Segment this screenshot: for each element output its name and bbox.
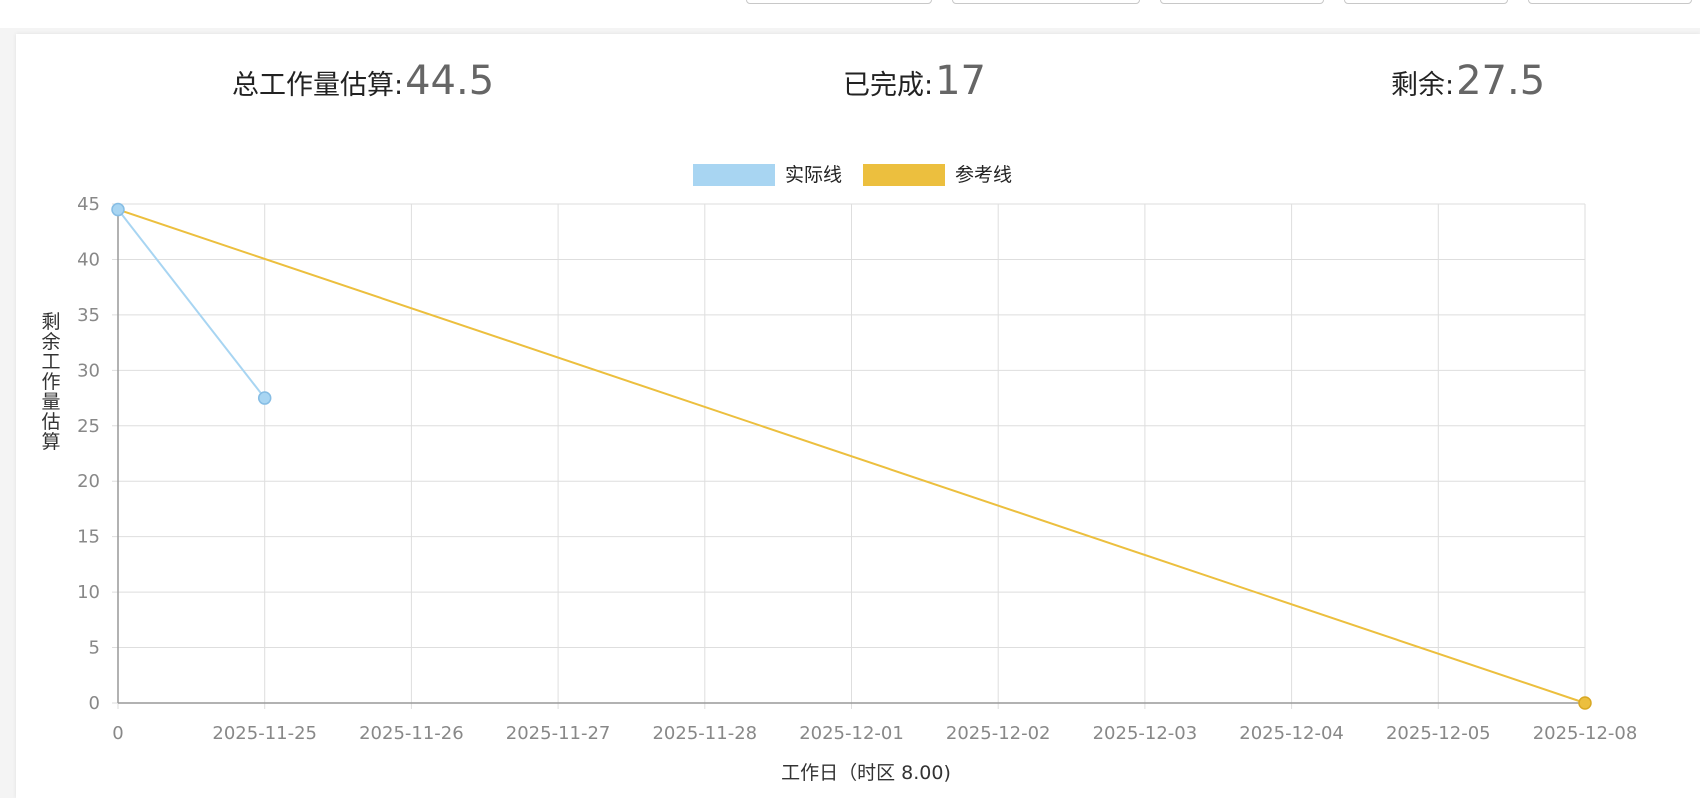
data-point (1578, 696, 1592, 710)
burndown-card: 总工作量估算: 44.5 已完成: 17 剩余: 27.5 (16, 34, 1700, 798)
y-axis-title-char: 余 (41, 331, 60, 353)
legend-label: 实际线 (785, 164, 842, 186)
legend-swatch (693, 164, 775, 186)
y-axis-title-char: 作 (41, 371, 60, 393)
y-tick-label: 40 (77, 249, 100, 270)
y-tick-label: 35 (77, 305, 100, 326)
top-toolbar (0, 0, 1700, 28)
y-axis-title-char: 算 (41, 431, 60, 453)
legend-swatch (863, 164, 945, 186)
total-estimate-label: 总工作量估算: (232, 70, 404, 101)
x-tick-label: 2025-11-25 (212, 723, 317, 744)
completed-label: 已完成: (843, 70, 934, 101)
data-point (257, 391, 272, 405)
remaining-label: 剩余: (1391, 70, 1455, 101)
y-tick-label: 0 (89, 693, 100, 714)
y-axis-title-char: 剩 (41, 311, 60, 333)
y-tick-label: 5 (89, 638, 100, 659)
x-tick-label: 2025-12-02 (946, 723, 1051, 744)
total-estimate-stat: 总工作量估算: 44.5 (232, 58, 494, 118)
legend-label: 参考线 (955, 164, 1012, 186)
y-axis-title-char: 估 (41, 411, 60, 433)
completed-value: 17 (935, 58, 987, 104)
y-tick-label: 30 (77, 360, 100, 381)
data-point (111, 202, 125, 217)
y-tick-label: 15 (77, 527, 100, 548)
y-axis-title-char: 工 (41, 351, 60, 373)
x-tick-label: 2025-11-26 (359, 723, 464, 744)
x-tick-label: 2025-12-05 (1386, 723, 1491, 744)
x-tick-label: 0 (112, 723, 123, 744)
series-line (117, 208, 1586, 704)
x-axis-title: 工作日（时区 8.00) (781, 762, 951, 784)
y-tick-label: 20 (77, 471, 100, 492)
remaining-value: 27.5 (1456, 58, 1546, 104)
y-tick-label: 45 (77, 194, 100, 215)
x-tick-label: 2025-12-04 (1239, 723, 1344, 744)
x-tick-label: 2025-12-03 (1093, 723, 1198, 744)
remaining-stat: 剩余: 27.5 (1391, 58, 1545, 118)
x-tick-label: 2025-12-08 (1533, 723, 1638, 744)
y-tick-label: 25 (77, 416, 100, 437)
x-tick-label: 2025-11-28 (652, 723, 757, 744)
total-estimate-value: 44.5 (405, 58, 495, 104)
y-tick-label: 10 (77, 582, 100, 603)
completed-stat: 已完成: 17 (843, 58, 986, 118)
y-axis-title-char: 量 (41, 391, 60, 413)
series-line (117, 208, 266, 399)
x-tick-label: 2025-12-01 (799, 723, 904, 744)
x-tick-label: 2025-11-27 (506, 723, 611, 744)
